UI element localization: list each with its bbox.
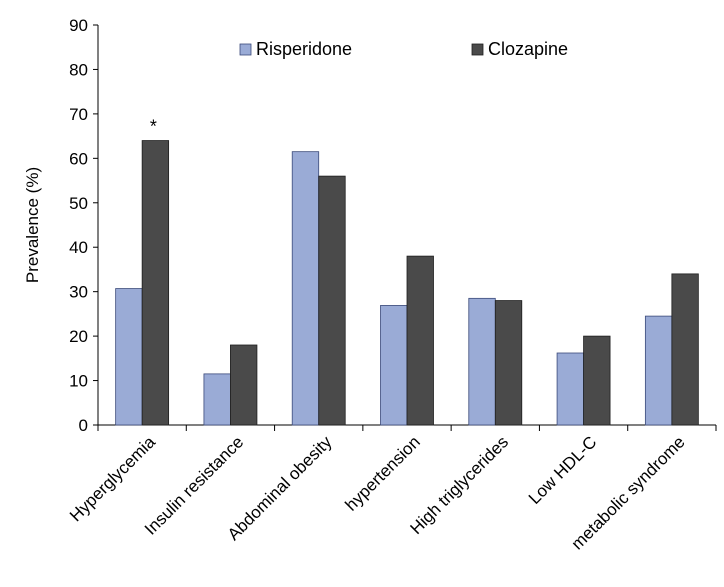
bar-clozapine-3: [406, 255, 434, 426]
bar-risperidone-0: [115, 288, 143, 426]
bar-clozapine-0: [141, 140, 170, 426]
y-tick-label: 50: [69, 194, 88, 213]
y-tick-label: 20: [69, 327, 88, 346]
legend: Risperidone Clozapine: [239, 39, 568, 59]
y-tick-label: 10: [69, 372, 88, 391]
annotations: *: [150, 117, 157, 137]
legend-label-risperidone: Risperidone: [256, 39, 352, 59]
y-tick-label: 30: [69, 283, 88, 302]
y-tick-label: 90: [69, 16, 88, 35]
x-category-label: High triglycerides: [406, 432, 512, 538]
y-tick-label: 70: [69, 105, 88, 124]
bar-risperidone-6: [644, 315, 673, 426]
bar-risperidone-1: [203, 373, 231, 426]
bar-risperidone-3: [380, 305, 408, 426]
y-tick-label: 80: [69, 60, 88, 79]
legend-label-clozapine: Clozapine: [488, 39, 568, 59]
x-category-label: Low HDL-C: [525, 432, 601, 508]
legend-swatch-clozapine: [471, 43, 484, 56]
bar-risperidone-5: [556, 352, 584, 426]
bar-clozapine-4: [494, 300, 523, 426]
bar-risperidone-2: [291, 151, 320, 426]
y-tick-label: 0: [79, 416, 88, 435]
significance-marker: *: [150, 117, 157, 137]
bar-clozapine-5: [583, 335, 611, 426]
y-axis-title: Prevalence (%): [23, 167, 42, 283]
x-category-label: Hyperglycemia: [66, 432, 159, 525]
legend-swatch-risperidone: [239, 43, 252, 56]
bar-clozapine-2: [318, 175, 346, 426]
bar-clozapine-6: [671, 273, 699, 426]
y-tick-label: 40: [69, 238, 88, 257]
y-tick-label: 60: [69, 149, 88, 168]
x-category-label: hypertension: [342, 432, 424, 514]
y-axis-ticks: 0 10 20 30 40 50 60 70 80 90: [69, 16, 98, 435]
bar-clozapine-1: [230, 344, 258, 426]
bars: [115, 140, 699, 426]
bar-risperidone-4: [468, 297, 496, 426]
